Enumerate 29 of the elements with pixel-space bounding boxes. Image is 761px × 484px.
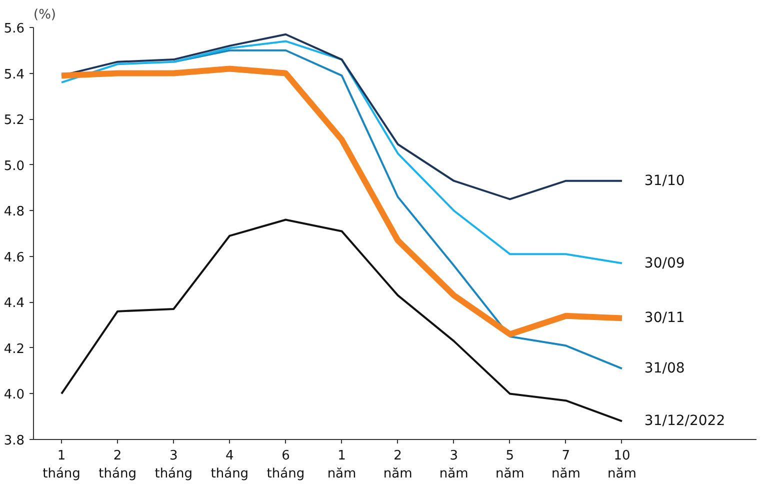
x-tick-label: 5 năm bbox=[495, 448, 524, 482]
y-tick-label: 4.0 bbox=[4, 388, 25, 403]
series-label: 31/08 bbox=[644, 360, 685, 377]
y-tick-label: 5.2 bbox=[4, 113, 25, 128]
x-tick-label: 1 tháng bbox=[42, 448, 80, 482]
y-tick-label: 4.2 bbox=[4, 342, 25, 357]
x-tick-label: 3 tháng bbox=[154, 448, 193, 482]
x-tick-label: 2 năm bbox=[383, 448, 412, 482]
series-label: 31/12/2022 bbox=[644, 413, 726, 430]
series-label: 30/09 bbox=[644, 255, 685, 272]
y-tick-label: 5.6 bbox=[4, 22, 25, 36]
x-tick-label: 2 tháng bbox=[98, 448, 136, 482]
y-axis-title: (%) bbox=[34, 8, 56, 22]
x-tick-label: 10 năm bbox=[608, 448, 636, 482]
x-tick-label: 6 tháng bbox=[266, 448, 305, 482]
y-tick-label: 3.8 bbox=[4, 434, 25, 448]
x-tick-label: 7 năm bbox=[552, 448, 580, 482]
y-tick-label: 4.8 bbox=[4, 204, 25, 220]
x-tick-label: 4 tháng bbox=[210, 448, 249, 482]
series-label: 31/10 bbox=[644, 172, 685, 189]
y-tick-label: 4.6 bbox=[4, 250, 25, 266]
y-tick-label: 5.4 bbox=[4, 67, 25, 82]
y-tick-label: 4.4 bbox=[4, 296, 25, 312]
series-label: 30/11 bbox=[644, 310, 685, 326]
x-tick-label: 3 năm bbox=[439, 448, 468, 482]
y-tick-label: 5.0 bbox=[4, 158, 25, 174]
line-series bbox=[60, 40, 623, 264]
line-series bbox=[60, 218, 623, 422]
x-tick-label: 1 năm bbox=[327, 448, 356, 482]
